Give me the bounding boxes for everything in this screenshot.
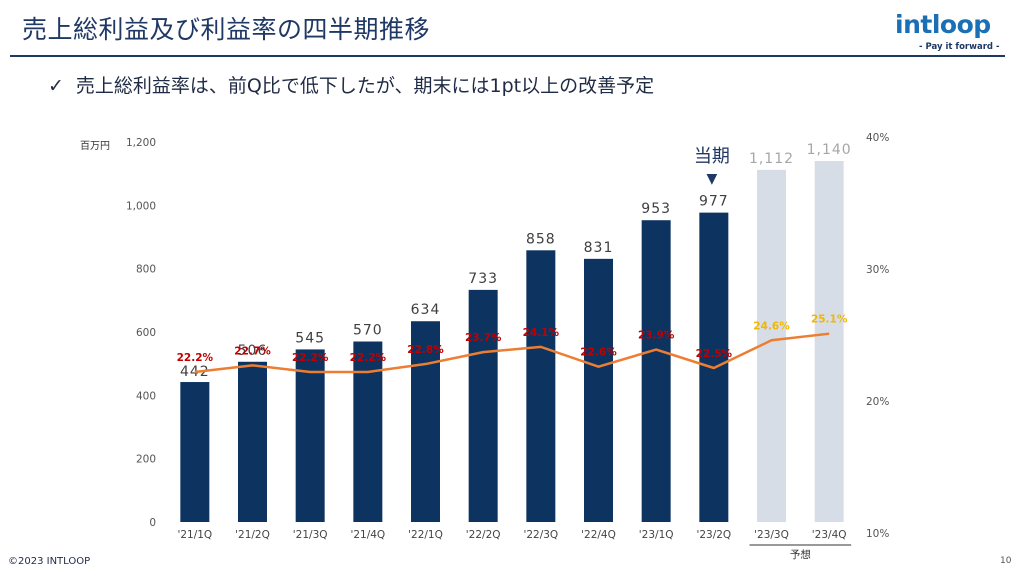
- bar: [814, 161, 844, 522]
- rate-label: 23.9%: [638, 330, 675, 342]
- rate-label: 22.2%: [350, 352, 387, 364]
- category-label: '22/2Q: [466, 529, 501, 541]
- bar-value-label: 733: [468, 271, 498, 287]
- check-icon: ✓: [48, 75, 64, 97]
- logo-wordmark: intloop: [895, 10, 991, 39]
- summary-bullet: ✓ 売上総利益率は、前Q比で低下したが、期末には1pt以上の改善予定: [48, 71, 654, 98]
- bar: [468, 289, 498, 522]
- category-label: '21/3Q: [293, 529, 328, 541]
- bar-value-label: 858: [526, 231, 556, 247]
- category-label: '23/1Q: [639, 529, 674, 541]
- rate-label: 25.1%: [811, 314, 848, 326]
- category-label: '23/4Q: [812, 529, 847, 541]
- right-axis-tick-label: 30%: [866, 264, 889, 276]
- title-divider: [10, 55, 1005, 57]
- bar: [584, 258, 613, 522]
- unit-label: 百万円: [80, 141, 110, 152]
- right-axis-tick-label: 40%: [866, 132, 889, 144]
- category-label: '21/4Q: [350, 529, 385, 541]
- copyright: ©2023 INTLOOP: [8, 556, 91, 567]
- left-axis-tick-label: 0: [149, 517, 156, 529]
- rate-label: 22.8%: [407, 344, 444, 356]
- logo-tagline: - Pay it forward -: [919, 42, 1000, 52]
- bar-value-label: 953: [641, 201, 671, 217]
- current-period-marker-icon: ▼: [706, 171, 717, 187]
- left-axis-tick-label: 1,000: [126, 200, 156, 212]
- rate-label: 22.2%: [177, 352, 214, 364]
- bar-value-label: 977: [699, 194, 729, 210]
- category-label: '23/2Q: [696, 529, 731, 541]
- left-axis-tick-label: 600: [136, 327, 156, 339]
- current-period-label: 当期: [694, 146, 730, 167]
- category-label: '21/2Q: [235, 529, 270, 541]
- bar-value-label: 545: [295, 330, 325, 346]
- page-title: 売上総利益及び利益率の四半期推移: [22, 15, 431, 44]
- bar: [180, 382, 210, 522]
- left-axis-tick-label: 200: [136, 454, 156, 466]
- bar: [295, 349, 325, 522]
- rate-label: 23.7%: [465, 332, 502, 344]
- left-axis-tick-label: 1,200: [126, 137, 156, 149]
- page-number: 10: [1000, 556, 1012, 566]
- bar-value-label: 570: [353, 323, 383, 339]
- category-label: '22/4Q: [581, 529, 616, 541]
- bar: [526, 250, 556, 523]
- category-label: '23/3Q: [754, 529, 789, 541]
- summary-text: 売上総利益率は、前Q比で低下したが、期末には1pt以上の改善予定: [75, 75, 655, 97]
- rate-label: 24.6%: [753, 320, 790, 332]
- left-axis-tick-label: 800: [136, 264, 156, 276]
- left-axis-tick-label: 400: [136, 390, 156, 402]
- company-logo: intloop - Pay it forward -: [895, 10, 1005, 54]
- bar-value-label: 1,140: [807, 142, 852, 158]
- bar-value-label: 634: [411, 302, 441, 318]
- category-label: '22/1Q: [408, 529, 443, 541]
- category-label: '22/3Q: [523, 529, 558, 541]
- bar-value-label: 1,112: [749, 151, 794, 167]
- bar-value-label: 831: [584, 240, 614, 256]
- rate-label: 24.1%: [523, 327, 560, 339]
- bar: [238, 361, 267, 522]
- rate-label: 22.7%: [234, 345, 271, 357]
- right-axis-tick-label: 20%: [866, 396, 889, 408]
- category-label: '21/1Q: [177, 529, 212, 541]
- forecast-label: 予想: [790, 548, 811, 561]
- rate-label: 22.5%: [696, 348, 733, 360]
- rate-label: 22.2%: [292, 352, 329, 364]
- rate-label: 22.6%: [580, 347, 617, 359]
- bar: [641, 220, 671, 522]
- bar-value-label: 442: [180, 364, 210, 380]
- bar: [411, 321, 440, 522]
- bar: [353, 341, 383, 522]
- bar-value-label: 506: [238, 343, 268, 359]
- right-axis-tick-label: 10%: [866, 528, 889, 540]
- gross-margin-line: [194, 332, 830, 374]
